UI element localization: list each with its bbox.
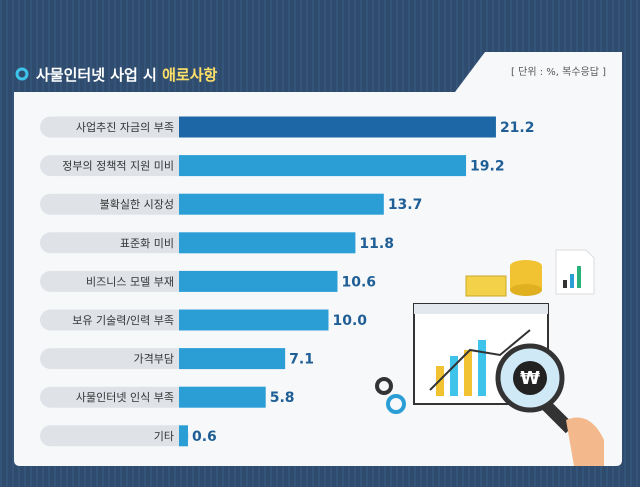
bar <box>179 386 266 408</box>
category-label: 불확실한 시장성 <box>100 198 174 211</box>
svg-text:₩: ₩ <box>520 368 540 389</box>
bar <box>179 425 188 447</box>
bar <box>179 348 286 370</box>
bar <box>179 232 356 254</box>
category-label: 정부의 정책적 지원 미비 <box>62 160 174 173</box>
value-label: 19.2 <box>470 159 505 175</box>
value-label: 5.8 <box>270 390 295 406</box>
value-label: 7.1 <box>289 352 314 368</box>
category-label: 기타 <box>154 430 174 443</box>
bar <box>179 155 467 177</box>
category-label: 사물인터넷 인식 부족 <box>76 391 174 404</box>
title-bullet <box>15 67 29 81</box>
label-pill <box>40 155 189 177</box>
bar <box>179 193 384 215</box>
value-label: 21.2 <box>500 120 535 136</box>
label-pill <box>40 348 189 370</box>
category-label: 표준화 미비 <box>120 237 174 250</box>
illustration: ₩ <box>375 249 604 466</box>
unit-note: [ 단위 : %, 복수응답 ] <box>511 65 606 78</box>
category-label: 사업추진 자금의 부족 <box>76 121 174 134</box>
value-label: 0.6 <box>192 429 217 445</box>
bar <box>179 270 338 292</box>
value-label: 11.8 <box>359 236 394 252</box>
label-pill <box>40 270 189 292</box>
category-label: 가격부담 <box>134 353 174 366</box>
label-pill <box>40 425 189 447</box>
label-pill <box>40 116 189 138</box>
value-label: 10.6 <box>341 274 376 290</box>
label-pill <box>40 386 189 408</box>
bars: 사업추진 자금의 부족 21.2 정부의 정책적 지원 미비 19.2 불확실한 시장성… <box>40 116 535 447</box>
chart-title: 사물인터넷 사업 시 애로사항 <box>36 66 217 84</box>
bar <box>179 116 496 138</box>
label-pill <box>40 309 189 331</box>
category-label: 비즈니스 모델 부재 <box>86 275 174 288</box>
category-label: 보유 기술력/인력 부족 <box>72 314 174 327</box>
value-label: 10.0 <box>333 313 368 329</box>
value-label: 13.7 <box>388 197 423 213</box>
bar <box>179 309 329 331</box>
label-pill <box>40 232 189 254</box>
label-pill <box>40 193 189 215</box>
